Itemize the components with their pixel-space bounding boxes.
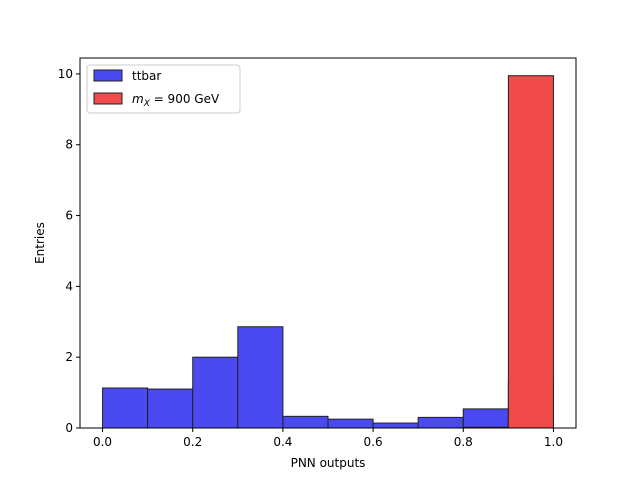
bars-group (102, 75, 554, 429)
x-axis-ticks: 0.0 0.2 0.4 0.6 0.8 1.0 (93, 428, 563, 449)
bar-ttbar-bin-8 (462, 408, 509, 429)
bar-ttbar-bin-5 (327, 418, 374, 429)
y-axis-label: Entries (33, 222, 47, 264)
legend: ttbar mX = 900 GeV (86, 64, 241, 114)
legend-label-mx900: mX = 900 GeV (132, 92, 220, 109)
x-tick-label-4: 0.8 (454, 435, 473, 449)
x-tick-label-0: 0.0 (93, 435, 112, 449)
legend-swatch-ttbar (93, 69, 123, 82)
x-tick-label-1: 0.2 (183, 435, 202, 449)
bar-ttbar-bin-6 (372, 422, 419, 429)
y-axis-ticks: 0 2 4 6 8 10 (58, 67, 80, 435)
y-tick-label-3: 6 (65, 209, 73, 223)
x-tick-label-2: 0.4 (273, 435, 292, 449)
axes-frame (79, 57, 577, 429)
bar-ttbar-bin-1 (147, 388, 194, 429)
y-tick-label-0: 0 (65, 421, 73, 435)
legend-swatch-mx900 (93, 92, 123, 105)
bar-mx900-bin-9 (507, 75, 554, 429)
legend-label-mx900-suffix: = 900 GeV (150, 92, 220, 106)
y-tick-label-2: 4 (65, 279, 73, 293)
y-tick-label-5: 10 (58, 67, 73, 81)
bar-ttbar-bin-3 (237, 326, 284, 429)
legend-label-mx900-subscript: X (143, 99, 151, 109)
legend-box (86, 64, 241, 114)
x-axis-label: PNN outputs (291, 456, 366, 470)
bar-ttbar-bin-7 (417, 416, 464, 429)
x-tick-label-5: 1.0 (544, 435, 563, 449)
legend-label-ttbar: ttbar (132, 69, 161, 83)
x-tick-label-3: 0.6 (364, 435, 383, 449)
legend-label-mx900-prefix: m (132, 92, 144, 106)
bar-ttbar-bin-0 (102, 387, 149, 429)
y-tick-label-4: 8 (65, 138, 73, 152)
bar-ttbar-bin-2 (192, 356, 239, 429)
bar-ttbar-bin-4 (282, 415, 329, 429)
y-tick-label-1: 2 (65, 350, 73, 364)
